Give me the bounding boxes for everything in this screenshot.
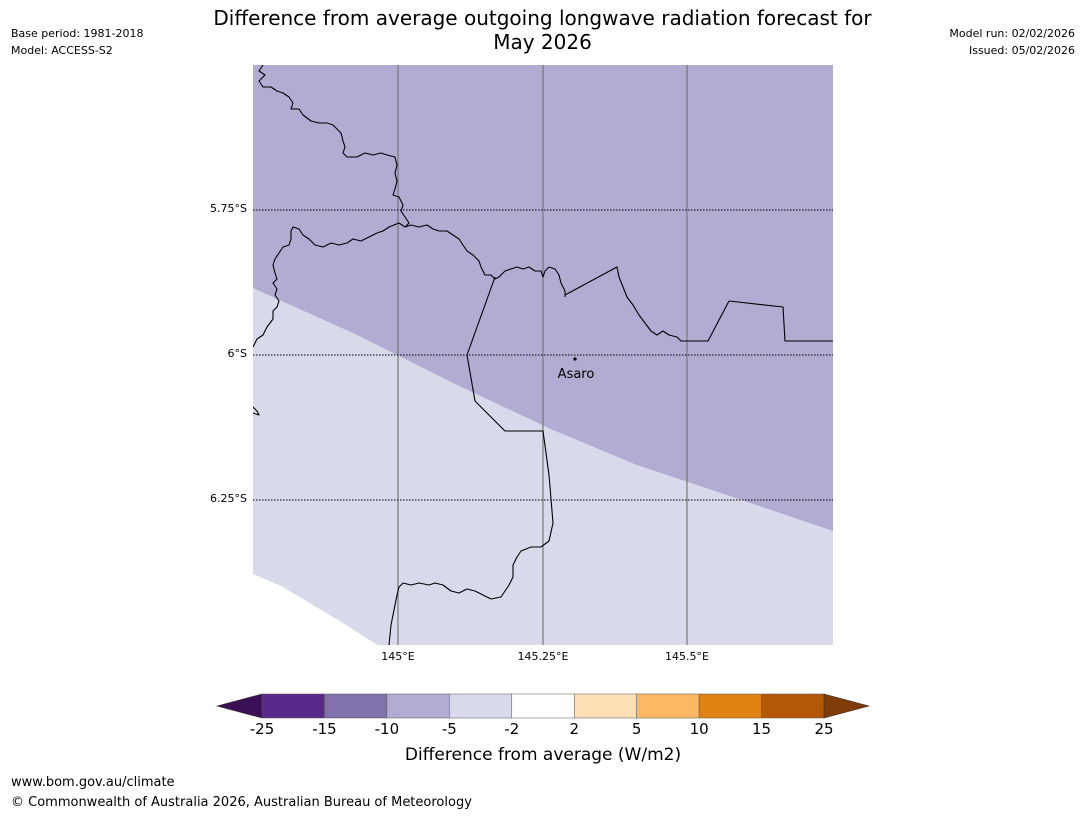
colorbar-tick-label: -2 xyxy=(504,720,520,738)
colorbar-segment xyxy=(636,693,700,719)
no-data-region xyxy=(253,574,378,645)
colorbar-tick-label: 2 xyxy=(569,720,579,738)
colorbar-under-arrow xyxy=(215,693,263,719)
lat-label-5-75: 5.75°S xyxy=(210,202,247,215)
title-line-1: Difference from average outgoing longwav… xyxy=(213,6,872,30)
place-marker-asaro xyxy=(573,357,577,361)
colorbar-segment xyxy=(324,693,388,719)
footer-url: www.bom.gov.au/climate xyxy=(11,775,175,790)
colorbar-tick-label: -5 xyxy=(441,720,457,738)
colorbar-segment xyxy=(261,693,325,719)
colorbar-tick-label: 25 xyxy=(814,720,834,738)
issued-text: Issued: 05/02/2026 xyxy=(968,44,1075,57)
colorbar-segment xyxy=(386,693,450,719)
boundary-ridge-east xyxy=(404,224,566,297)
model-text: Model: ACCESS-S2 xyxy=(11,44,113,57)
colorbar xyxy=(215,692,871,720)
map-panel: Asaro xyxy=(253,65,833,645)
lat-label-6: 6°S xyxy=(227,347,247,360)
colorbar-tick-label: -15 xyxy=(312,720,337,738)
boundary-west-fragment xyxy=(253,406,260,416)
lon-label-145-5: 145.5°E xyxy=(665,650,709,663)
lat-label-6-25: 6.25°S xyxy=(210,492,247,505)
base-period-text: Base period: 1981-2018 xyxy=(11,27,144,40)
province-boundaries xyxy=(253,65,833,645)
chart-title: Difference from average outgoing longwav… xyxy=(180,6,905,54)
boundary-inner xyxy=(388,276,554,645)
colorbar-segments xyxy=(261,693,825,719)
meta-right: Model run: 02/02/2026 Issued: 05/02/2026 xyxy=(949,25,1075,59)
colorbar-tick-label: 15 xyxy=(752,720,772,738)
colorbar-label: Difference from average (W/m2) xyxy=(404,745,682,765)
colorbar-segment xyxy=(511,693,575,719)
colorbar-tick-label: -10 xyxy=(374,720,400,738)
boundary-east xyxy=(564,266,833,342)
colorbar-segment xyxy=(573,693,637,719)
colorbar-tick-label: 10 xyxy=(689,720,709,738)
boundary-central-ridge xyxy=(253,222,406,348)
model-run-text: Model run: 02/02/2026 xyxy=(949,27,1075,40)
colorbar-over-arrow xyxy=(823,693,871,719)
colorbar-tick-label: 5 xyxy=(631,720,642,738)
lon-label-145-25: 145.25°E xyxy=(517,650,569,663)
colorbar-svg xyxy=(215,693,871,719)
colorbar-segment xyxy=(761,693,825,719)
boundary-north xyxy=(258,65,410,228)
colorbar-segment xyxy=(449,693,513,719)
colorbar-segment xyxy=(698,693,762,719)
title-line-2: May 2026 xyxy=(493,30,592,54)
meta-left: Base period: 1981-2018 Model: ACCESS-S2 xyxy=(11,25,143,59)
footer-copyright: © Commonwealth of Australia 2026, Austra… xyxy=(11,795,472,810)
place-label-asaro: Asaro xyxy=(558,367,595,382)
colorbar-ticks: -25 -15 -10 -5 -2 2 5 10 15 25 xyxy=(0,720,1085,740)
lon-label-145: 145°E xyxy=(381,650,415,663)
colorbar-tick-label: -25 xyxy=(249,720,275,738)
map-svg: Asaro xyxy=(253,65,833,645)
